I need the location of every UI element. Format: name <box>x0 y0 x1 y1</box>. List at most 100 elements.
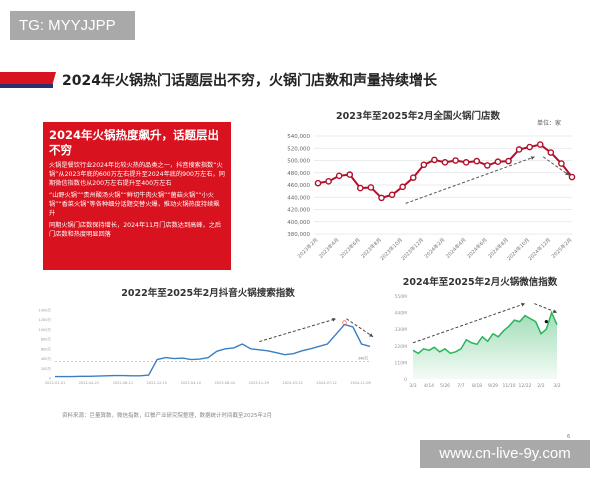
x-tick-label: 2024年4月 <box>444 236 467 259</box>
x-tick-label: 7/7 <box>457 383 464 389</box>
arrow-head <box>565 171 569 176</box>
x-tick-label: 3/3 <box>409 383 416 389</box>
arrow-head <box>553 309 557 314</box>
store-chart-title: 2023年至2025年2月全国火锅门店数 <box>336 111 500 122</box>
douyin-index-chart: 0 200万 400万 600万 800万 1000万 1200万 1400万 2022-01-… <box>39 309 374 385</box>
data-point <box>505 157 512 165</box>
data-point <box>399 183 406 191</box>
x-tick-label: 2024-03-22 <box>282 381 302 385</box>
trend-arrow <box>534 303 558 314</box>
store-chart-unit: 单位：家 <box>537 120 562 127</box>
wechat-index-chart: 0 110M 220M 330M 440M 550M 3/3 4/14 5/26 7/7 8/18 9… <box>395 294 561 389</box>
page-number: 6 <box>567 434 571 440</box>
data-point <box>568 173 576 181</box>
x-tick-label: 2023-08-04 <box>215 381 236 385</box>
y-tick-label: 0 <box>49 377 51 381</box>
y-tick-label: 0 <box>404 377 407 383</box>
x-tick-label: 2024年12月 <box>527 236 553 262</box>
summary-heading: 2024年火锅热度飙升，话题层出不穷 <box>49 128 220 157</box>
y-tick-label: 420,000 <box>287 208 310 214</box>
x-tick-label: 2023年12月 <box>400 236 426 262</box>
data-point <box>409 174 417 181</box>
data-point <box>335 172 343 180</box>
x-tick-label: 2024-11-06 <box>350 381 370 385</box>
data-point <box>515 146 523 153</box>
source-note: 资料来源：巨量算数，微信指数，红餐产业研究院整理，数据统计时间截至2025年2月 <box>62 413 272 419</box>
y-tick-label: 400万 <box>41 357 52 361</box>
summary-paragraph: “山野火锅”“贵州酸汤火锅”“鲜切牛肉火锅”“菌菇火锅”“小火锅”“香菜火锅”等… <box>49 192 220 217</box>
x-tick-label: 2022-12-15 <box>147 381 167 385</box>
summary-paragraph: 火锅是餐饮行业2024年比较火热的品类之一，抖音搜索指数“火锅”从2023年底的… <box>49 162 225 187</box>
data-point <box>357 184 364 192</box>
data-point <box>378 194 385 202</box>
x-tick-label: 2022-04-21 <box>79 381 99 385</box>
y-tick-label: 520,000 <box>287 146 310 152</box>
marker-dot <box>544 320 548 324</box>
reference-label: 340万 <box>358 356 369 360</box>
data-point <box>452 157 459 164</box>
x-tick-label: 2024年6月 <box>465 236 488 259</box>
trend-arrow <box>346 318 374 338</box>
x-tick-label: 9/29 <box>488 383 498 389</box>
y-tick-label: 550M <box>395 294 408 300</box>
data-point <box>536 141 544 148</box>
x-tick-label: 11/10 <box>503 383 516 389</box>
y-tick-label: 380,000 <box>287 232 310 238</box>
trend-arrow <box>405 156 535 204</box>
x-tick-label: 2023-11-29 <box>249 381 269 385</box>
x-tick-label: 2023-04-10 <box>181 381 201 385</box>
data-point <box>346 171 354 178</box>
x-tick-label: 2023年4月 <box>317 236 340 259</box>
wechat-chart-title: 2024年至2025年2月火锅微信指数 <box>402 277 558 288</box>
x-tick-label: 8/18 <box>472 383 482 389</box>
y-tick-label: 400,000 <box>287 220 310 226</box>
trend-arrow <box>542 156 570 176</box>
data-point <box>314 179 322 187</box>
y-tick-label: 200万 <box>41 367 52 371</box>
data-point <box>558 160 565 167</box>
x-tick-label: 2/2 <box>537 383 544 389</box>
data-point <box>325 178 332 185</box>
x-tick-label: 4/14 <box>424 383 434 389</box>
y-tick-label: 460,000 <box>287 183 310 189</box>
data-point <box>441 159 449 166</box>
watermark-top: TG: MYYJJPP <box>10 11 135 40</box>
y-tick-label: 1200万 <box>39 318 52 322</box>
y-tick-label: 800万 <box>41 338 52 342</box>
watermark-bottom: www.cn-live-9y.com <box>420 440 590 468</box>
title-band-red <box>0 72 56 84</box>
data-point <box>473 157 481 165</box>
data-point <box>547 149 555 156</box>
x-tick-label: 3/2 <box>553 383 560 389</box>
y-tick-label: 220M <box>395 344 408 350</box>
y-tick-label: 440,000 <box>287 195 310 201</box>
arrow-head <box>369 333 373 337</box>
page-title: 2024年火锅热门话题层出不穷，火锅门店数和声量持续增长 <box>62 73 437 89</box>
store-count-line <box>317 143 573 199</box>
douyin-index-line <box>55 323 371 378</box>
summary-paragraph: 同期火锅门店数保持增长，2024年11月门店数达到高峰，之后门店数和热度明显回落 <box>49 222 222 238</box>
summary-box: 2024年火锅热度飙升，话题层出不穷 火锅是餐饮行业2024年比较火热的品类之一… <box>43 122 231 270</box>
y-tick-label: 330M <box>395 327 408 333</box>
douyin-chart-title: 2022年至2025年2月抖音火锅搜索指数 <box>121 288 295 299</box>
x-tick-label: 2023年2月 <box>296 236 319 259</box>
store-count-chart: 380,000 400,000 420,000 440,000 460,000 480,0… <box>287 134 576 262</box>
y-tick-label: 1400万 <box>39 309 52 313</box>
x-tick-label: 2022-01-01 <box>45 381 65 385</box>
trend-arrow <box>259 318 337 343</box>
wechat-index-line <box>412 310 558 355</box>
data-point <box>388 191 396 199</box>
x-tick-label: 5/26 <box>440 383 450 389</box>
x-tick-label: 2024年2月 <box>423 236 446 259</box>
y-tick-label: 540,000 <box>287 134 310 140</box>
y-tick-label: 1000万 <box>39 328 52 332</box>
data-point <box>420 161 428 169</box>
x-tick-label: 2023年6月 <box>338 236 361 259</box>
data-point <box>494 158 502 166</box>
arrow-head <box>332 317 336 322</box>
data-point <box>526 143 533 151</box>
x-tick-label: 2022-08-11 <box>113 381 133 385</box>
data-point <box>462 159 470 166</box>
x-tick-label: 12/22 <box>519 383 532 389</box>
data-point <box>367 184 375 191</box>
